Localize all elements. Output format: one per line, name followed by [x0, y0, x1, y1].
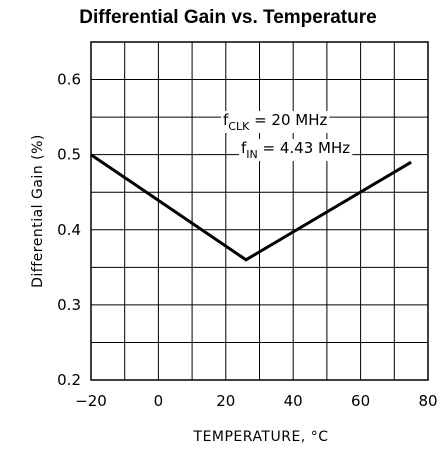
annotation-backing: [239, 139, 353, 161]
y-tick-label: 0.6: [57, 71, 81, 89]
y-tick-labels: 0.2 0.3 0.4 0.5 0.6: [57, 71, 81, 389]
y-tick-label: 0.2: [57, 371, 81, 389]
annotation-fclk: fCLK = 20 MHz: [223, 111, 327, 133]
annotations: fCLK = 20 MHz fIN = 4.43 MHz: [221, 111, 353, 161]
y-tick-label: 0.4: [57, 221, 81, 239]
x-tick-label: 40: [284, 392, 303, 410]
annotation-fin: fIN = 4.43 MHz: [241, 139, 350, 161]
x-tick-label: 80: [418, 392, 437, 410]
plot-frame: [90, 41, 429, 381]
grid-lines: [91, 42, 428, 380]
x-tick-labels: −20 0 20 40 60 80: [75, 392, 437, 410]
x-tick-label: 20: [216, 392, 235, 410]
y-axis-label: Differential Gain (%): [30, 134, 46, 288]
y-tick-label: 0.3: [57, 296, 81, 314]
x-tick-label: 60: [351, 392, 370, 410]
annotation-backing: [221, 111, 330, 133]
x-tick-label: 0: [154, 392, 164, 410]
y-tick-label: 0.5: [57, 146, 81, 164]
x-tick-label: −20: [75, 392, 107, 410]
x-axis-label: TEMPERATURE, °C: [193, 429, 329, 445]
chart-title: Differential Gain vs. Temperature: [79, 7, 376, 28]
series-line: [90, 153, 412, 262]
